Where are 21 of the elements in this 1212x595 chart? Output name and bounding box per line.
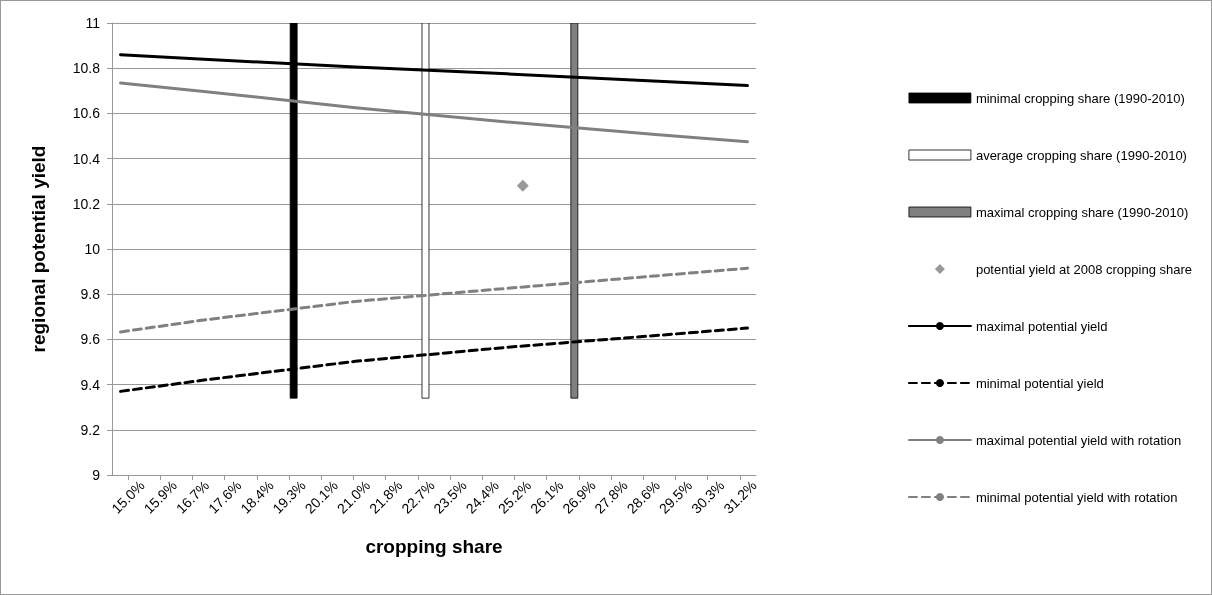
y-tick-label: 9.4: [80, 376, 101, 393]
legend-label: maximal potential yield with rotation: [975, 432, 1182, 448]
legend-label: average cropping share (1990-2010): [975, 147, 1187, 163]
legend-label: potential yield at 2008 cropping share: [975, 261, 1192, 277]
y-tick-label: 10.2: [72, 195, 101, 212]
y-tick-label: 9.2: [80, 421, 101, 438]
y-tick-label: 9: [92, 467, 101, 483]
y-tick-label: 9.8: [80, 286, 101, 303]
legend-label: minimal potential yield: [975, 375, 1104, 391]
legend-label: maximal potential yield: [975, 318, 1108, 334]
y-tick-label: 10.8: [72, 60, 101, 77]
y-tick-label: 10: [84, 241, 101, 257]
y-tick-label: 10.6: [72, 105, 101, 122]
y-tick-label: 10.4: [72, 150, 101, 167]
legend-label: minimal cropping share (1990-2010): [975, 90, 1185, 106]
y-tick-label: 9.6: [80, 331, 101, 348]
x-axis-title: cropping share: [365, 536, 503, 557]
legend-label: minimal potential yield with rotation: [975, 489, 1178, 505]
y-axis-title: regional potential yield: [28, 145, 49, 353]
y-tick-label: 11: [85, 15, 101, 31]
legend-label: maximal cropping share (1990-2010): [975, 204, 1189, 220]
